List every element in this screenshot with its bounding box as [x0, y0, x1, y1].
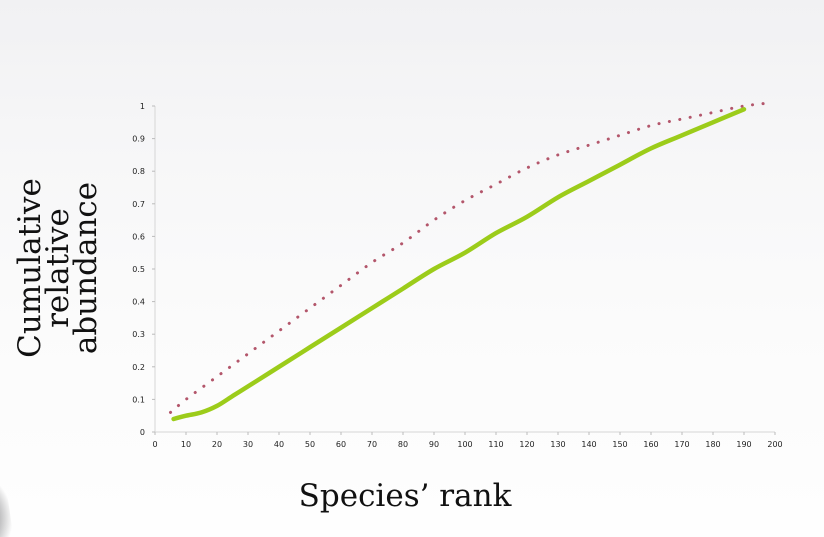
y-tick-label: 1 — [140, 102, 145, 111]
x-tick-label: 140 — [581, 440, 596, 449]
y-tick-label: 0.3 — [132, 330, 145, 339]
x-tick-label: 190 — [736, 440, 751, 449]
x-tick-label: 120 — [519, 440, 534, 449]
x-tick-label: 20 — [212, 440, 222, 449]
x-tick-label: 130 — [550, 440, 565, 449]
y-tick-label: 0.8 — [132, 167, 145, 176]
x-axis-label: Species’ rank — [298, 478, 512, 514]
y-tick-label: 0 — [140, 428, 145, 437]
y-tick-label: 0.1 — [132, 395, 145, 404]
x-tick-label: 50 — [305, 440, 315, 449]
x-tick-label: 0 — [152, 440, 157, 449]
y-tick-label: 0.5 — [132, 265, 145, 274]
x-tick-label: 70 — [367, 440, 377, 449]
y-axis-label-line-3: abundance — [68, 181, 104, 355]
y-axis-label: Cumulative relative abundance — [12, 178, 104, 358]
x-tick-label: 60 — [336, 440, 346, 449]
x-tick-label: 160 — [643, 440, 658, 449]
x-tick-label: 150 — [612, 440, 627, 449]
series-line-dotted — [169, 101, 774, 414]
x-tick-label: 40 — [274, 440, 284, 449]
series-layer — [169, 101, 774, 422]
x-tick-label: 80 — [398, 440, 408, 449]
y-tick-label: 0.6 — [132, 232, 145, 241]
series-line-solid — [171, 107, 747, 422]
axes: 0 10 20 30 40 50 60 70 80 90 100 110 120 130 140 150 160… — [132, 102, 782, 449]
x-tick-label: 180 — [705, 440, 720, 449]
x-tick-label: 30 — [243, 440, 253, 449]
y-tick-label: 0.4 — [132, 298, 145, 307]
x-tick-label: 110 — [488, 440, 503, 449]
x-tick-label: 170 — [674, 440, 689, 449]
y-tick-label: 0.7 — [132, 200, 145, 209]
x-tick-label: 200 — [767, 440, 782, 449]
x-tick-label: 100 — [457, 440, 472, 449]
x-tick-label: 90 — [429, 440, 439, 449]
x-tick-label: 10 — [181, 440, 191, 449]
y-tick-label: 0.9 — [132, 135, 145, 144]
y-tick-label: 0.2 — [132, 363, 145, 372]
